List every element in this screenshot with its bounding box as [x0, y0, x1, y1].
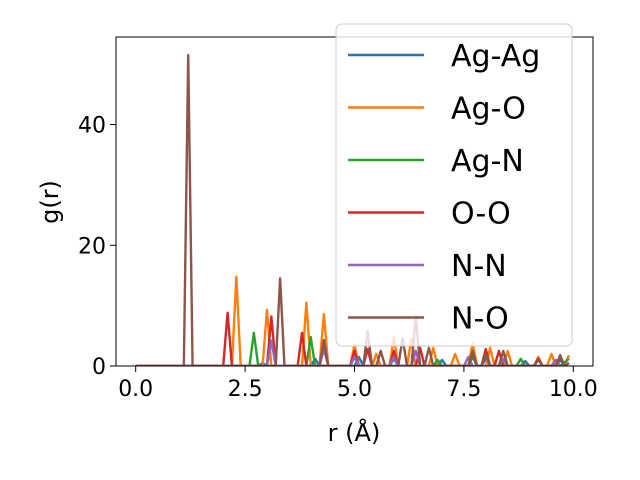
- legend: Ag-Ag Ag-O Ag-N O-O N-N N-O: [335, 23, 573, 347]
- series-line-n-n: [135, 339, 562, 366]
- legend-label-ag-n: Ag-N: [451, 144, 524, 179]
- y-axis-label: g(r): [36, 180, 64, 224]
- x-tick-label: 0.0: [118, 377, 153, 402]
- legend-label-o-o: O-O: [451, 197, 511, 232]
- legend-label-ag-ag: Ag-Ag: [451, 39, 540, 74]
- x-tick-label: 2.5: [228, 377, 263, 402]
- x-tick-label: 7.5: [446, 377, 481, 402]
- legend-label-ag-o: Ag-O: [451, 92, 526, 127]
- y-tick-label: 40: [78, 114, 106, 139]
- y-tick-label: 0: [92, 355, 106, 380]
- x-tick-label: 5.0: [337, 377, 372, 402]
- y-tick-label: 20: [78, 234, 106, 259]
- legend-label-n-o: N-O: [451, 302, 509, 337]
- ticks-layer: 0.0 2.5 5.0 7.5 10.0 0 20 40: [78, 114, 598, 402]
- x-axis-label: r (Å): [328, 418, 381, 447]
- series-line-ag-n: [135, 331, 570, 366]
- legend-label-n-n: N-N: [451, 249, 507, 284]
- x-tick-label: 10.0: [549, 377, 598, 402]
